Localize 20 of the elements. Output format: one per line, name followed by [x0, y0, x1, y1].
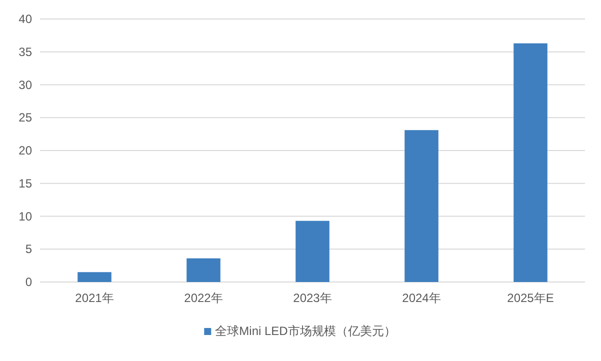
x-tick-label: 2021年 [75, 291, 114, 305]
legend-label: 全球Mini LED市场规模（亿美元） [215, 324, 396, 338]
y-tick-label: 40 [18, 12, 32, 26]
x-tick-label: 2023年 [293, 291, 332, 305]
x-tick-label: 2025年E [507, 291, 554, 305]
bar [296, 220, 330, 282]
y-tick-label: 30 [18, 78, 32, 92]
y-tick-label: 20 [18, 144, 32, 158]
x-tick-label: 2024年 [402, 291, 441, 305]
bar [186, 258, 220, 282]
y-tick-label: 35 [18, 44, 32, 59]
bar [514, 43, 548, 282]
y-tick-label: 5 [25, 242, 32, 256]
y-tick-label: 0 [25, 275, 32, 289]
y-tick-label: 15 [18, 176, 32, 190]
x-tick-label: 2022年 [184, 291, 223, 305]
bar [404, 130, 438, 282]
bar [78, 272, 112, 282]
y-tick-label: 10 [18, 209, 32, 224]
y-tick-label: 25 [18, 110, 32, 125]
